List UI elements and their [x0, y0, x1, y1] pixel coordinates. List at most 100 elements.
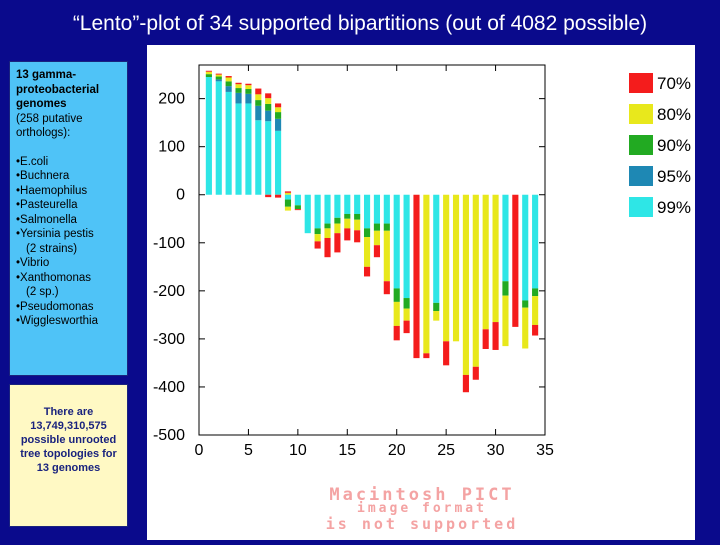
x-tick-label: 15 [338, 442, 356, 459]
bar-segment-negative [403, 194, 410, 299]
bar-segment-negative [344, 218, 351, 229]
genome-list-item: •Pasteurella [16, 199, 78, 211]
legend-label: 80% [657, 105, 691, 124]
bar-segment-positive [275, 118, 282, 131]
pict-placeholder-line3: is not supported [325, 515, 519, 533]
bar-segment-negative [423, 194, 430, 354]
bar-segment-negative [443, 194, 450, 342]
bar-segment-positive [275, 112, 282, 119]
topology-note-box: There are 13,749,310,575 possible unroot… [9, 384, 128, 527]
y-tick-label: -500 [153, 427, 185, 444]
bar-segment-negative [324, 194, 331, 224]
bar-segment-positive [284, 192, 292, 195]
bar-segment-negative [433, 302, 440, 312]
genome-list-item: •Pseudomonas [16, 300, 94, 313]
bar-segment-negative [492, 194, 499, 323]
genome-list-item: •Yersinia pestis [16, 228, 94, 240]
bar-segment-negative [383, 230, 390, 282]
bar-segment-negative [373, 223, 381, 231]
bar-segment-negative [334, 194, 341, 218]
y-tick-label: -100 [153, 235, 185, 252]
bar-segment-negative [443, 341, 450, 366]
bar-segment-positive [235, 103, 242, 195]
y-tick-label: -400 [153, 379, 185, 396]
legend-label: 70% [657, 74, 691, 93]
bar-segment-negative [314, 241, 321, 249]
bar-segment-positive [235, 82, 242, 85]
bar-segment-negative [314, 228, 321, 235]
bar-segment-positive [275, 103, 282, 108]
bar-segment-positive [205, 70, 212, 72]
bar-segment-positive [245, 83, 252, 86]
bar-segment-negative [354, 213, 361, 220]
bar-segment-negative [324, 223, 331, 229]
bar-segment-negative [403, 298, 410, 309]
bar-segment-negative [462, 374, 469, 393]
bar-segment-negative [393, 288, 400, 302]
bar-segment-negative [532, 194, 539, 289]
bar-segment-negative [482, 329, 489, 349]
chart-panel: 200 100 0 -100 -200 -300 -400 -500 0 5 10 15 20 25 30 3… [147, 45, 695, 540]
bar-segment-negative [403, 308, 410, 321]
bar-segment-positive [215, 74, 222, 77]
bar-segment-negative [452, 194, 460, 342]
bar-segment-negative [344, 194, 351, 214]
bar-segment-positive [205, 71, 212, 75]
x-tick-label: 5 [244, 442, 253, 459]
bar-segment-negative [354, 230, 361, 243]
bar-segment-negative [433, 194, 440, 303]
y-tick-label: 200 [158, 91, 185, 108]
genome-list-item: •Wigglesworthia [16, 315, 98, 327]
bar-segment-positive [225, 77, 232, 82]
plot-frame [198, 64, 546, 436]
bar-segment-positive [235, 88, 242, 93]
topology-note-text: There are 13,749,310,575 possible unroot… [20, 406, 117, 474]
bar-segment-positive [225, 91, 232, 195]
bar-segment-negative [512, 194, 519, 327]
bar-segment-negative [324, 228, 331, 238]
x-tick-label: 0 [195, 442, 204, 459]
bar-segment-positive [225, 81, 232, 87]
bar-segment-positive [225, 86, 232, 92]
y-tick-label: -300 [153, 331, 185, 348]
bar-segment-negative [284, 206, 292, 211]
bar-segment-negative [354, 219, 361, 231]
bar-segment-positive [215, 76, 222, 80]
bar-segment-negative [373, 230, 381, 246]
bar-segment-negative [373, 245, 381, 258]
bar-segment-positive [265, 121, 272, 195]
slide-title: “Lento”-plot of 34 supported bipartition… [72, 12, 648, 35]
bar-segment-positive [255, 120, 262, 195]
bar-segment-negative [344, 213, 351, 219]
bar-segment-negative [363, 228, 371, 238]
bar-segment-negative [502, 194, 509, 282]
genome-info-box: 13 gamma-proteobacterial genomes (258 pu… [9, 61, 128, 376]
y-tick-label: 0 [176, 187, 185, 204]
bar-segment-positive [235, 92, 242, 104]
bar-segment-negative [344, 228, 351, 241]
bar-segment-positive [265, 93, 272, 99]
pict-placeholder-line2: image format [357, 501, 487, 516]
bar-segment-positive [245, 85, 252, 90]
genome-list-item: •E.coli [16, 155, 49, 168]
legend-swatch [629, 197, 653, 217]
genome-list-item: •Xanthomonas [16, 271, 91, 284]
bar-segment-negative [522, 307, 529, 349]
bar-segment-negative [522, 300, 529, 308]
bar-segment-negative [373, 194, 381, 224]
bar-segment-negative [354, 194, 361, 214]
bar-segment-positive [284, 191, 292, 193]
bar-segment-negative [363, 194, 371, 229]
legend-swatch [629, 73, 653, 93]
bar-segment-positive [265, 103, 272, 111]
bar-segment-negative [393, 301, 400, 326]
bar-segment-positive [215, 79, 222, 82]
bar-segment-positive [245, 103, 252, 195]
bar-segment-negative [314, 194, 321, 229]
bar-segment-negative [363, 237, 371, 267]
bar-segment-negative [502, 295, 509, 347]
legend-swatch [629, 166, 653, 186]
bar-segment-negative [304, 194, 311, 234]
bar-segment-negative [423, 353, 430, 359]
bar-segment-positive [215, 81, 222, 195]
